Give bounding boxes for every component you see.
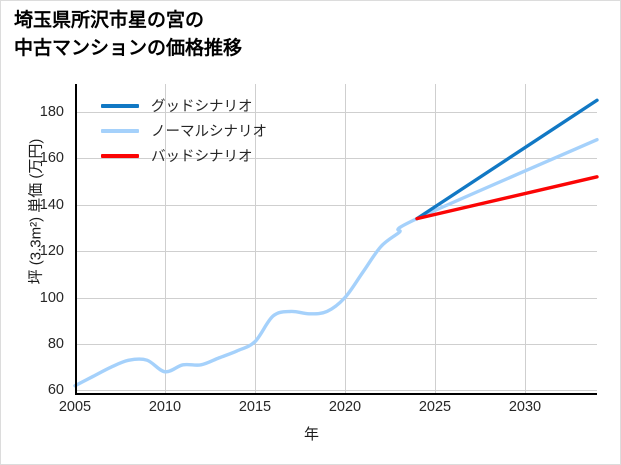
page-title: 埼玉県所沢市星の宮の 中古マンションの価格推移 bbox=[14, 10, 243, 59]
series-line bbox=[73, 138, 599, 388]
x-tick-label: 2020 bbox=[328, 399, 362, 415]
gridline-vertical bbox=[345, 84, 346, 395]
legend-item[interactable]: ノーマルシナリオ bbox=[101, 118, 267, 143]
legend-label: グッドシナリオ bbox=[151, 99, 253, 115]
gridline-vertical bbox=[255, 84, 256, 395]
y-axis-title: 坪 (3.3m²) 単価 (万円) bbox=[27, 138, 45, 285]
plot-area bbox=[73, 84, 599, 395]
series-line bbox=[415, 98, 599, 221]
gridline-horizontal bbox=[75, 158, 597, 160]
legend-label: ノーマルシナリオ bbox=[151, 124, 267, 140]
gridline-horizontal bbox=[75, 343, 597, 345]
y-tick-label: 180 bbox=[39, 103, 64, 120]
gridline-horizontal bbox=[75, 111, 597, 113]
y-axis-tick-labels: 60 80 100 120 140 160 180 bbox=[1, 1, 69, 464]
y-tick-label: 80 bbox=[47, 335, 64, 352]
legend-swatch-icon bbox=[101, 153, 139, 158]
gridline-vertical bbox=[525, 84, 526, 395]
y-axis-line bbox=[75, 84, 77, 395]
gridline-horizontal bbox=[75, 204, 597, 206]
chart-legend: グッドシナリオ ノーマルシナリオ バッドシナリオ bbox=[101, 93, 267, 168]
x-tick-label: 2005 bbox=[58, 399, 92, 415]
x-axis-tick-labels: 2005 2010 2015 2020 2025 2030 bbox=[1, 399, 620, 423]
legend-item[interactable]: バッドシナリオ bbox=[101, 143, 267, 168]
y-tick-label: 160 bbox=[39, 150, 64, 167]
gridline-horizontal bbox=[75, 297, 597, 299]
series-lines bbox=[73, 98, 599, 388]
gridline-horizontal bbox=[75, 390, 597, 392]
x-axis-line bbox=[75, 393, 597, 395]
x-tick-label: 2025 bbox=[418, 399, 452, 415]
gridline-vertical bbox=[435, 84, 436, 395]
legend-swatch-icon bbox=[101, 103, 139, 108]
y-tick-label: 100 bbox=[39, 289, 64, 306]
legend-item[interactable]: グッドシナリオ bbox=[101, 93, 267, 118]
x-tick-label: 2010 bbox=[148, 399, 182, 415]
legend-label: バッドシナリオ bbox=[151, 149, 253, 165]
x-tick-label: 2015 bbox=[238, 399, 272, 415]
series-line bbox=[415, 175, 599, 221]
legend-swatch-icon bbox=[101, 128, 139, 133]
x-tick-label: 2030 bbox=[508, 399, 542, 415]
y-tick-label: 120 bbox=[39, 243, 64, 260]
y-tick-label: 140 bbox=[39, 196, 64, 213]
gridline-horizontal bbox=[75, 251, 597, 253]
x-axis-title: 年 bbox=[303, 426, 319, 443]
gridline-vertical bbox=[165, 84, 166, 395]
y-tick-label: 60 bbox=[47, 382, 64, 399]
